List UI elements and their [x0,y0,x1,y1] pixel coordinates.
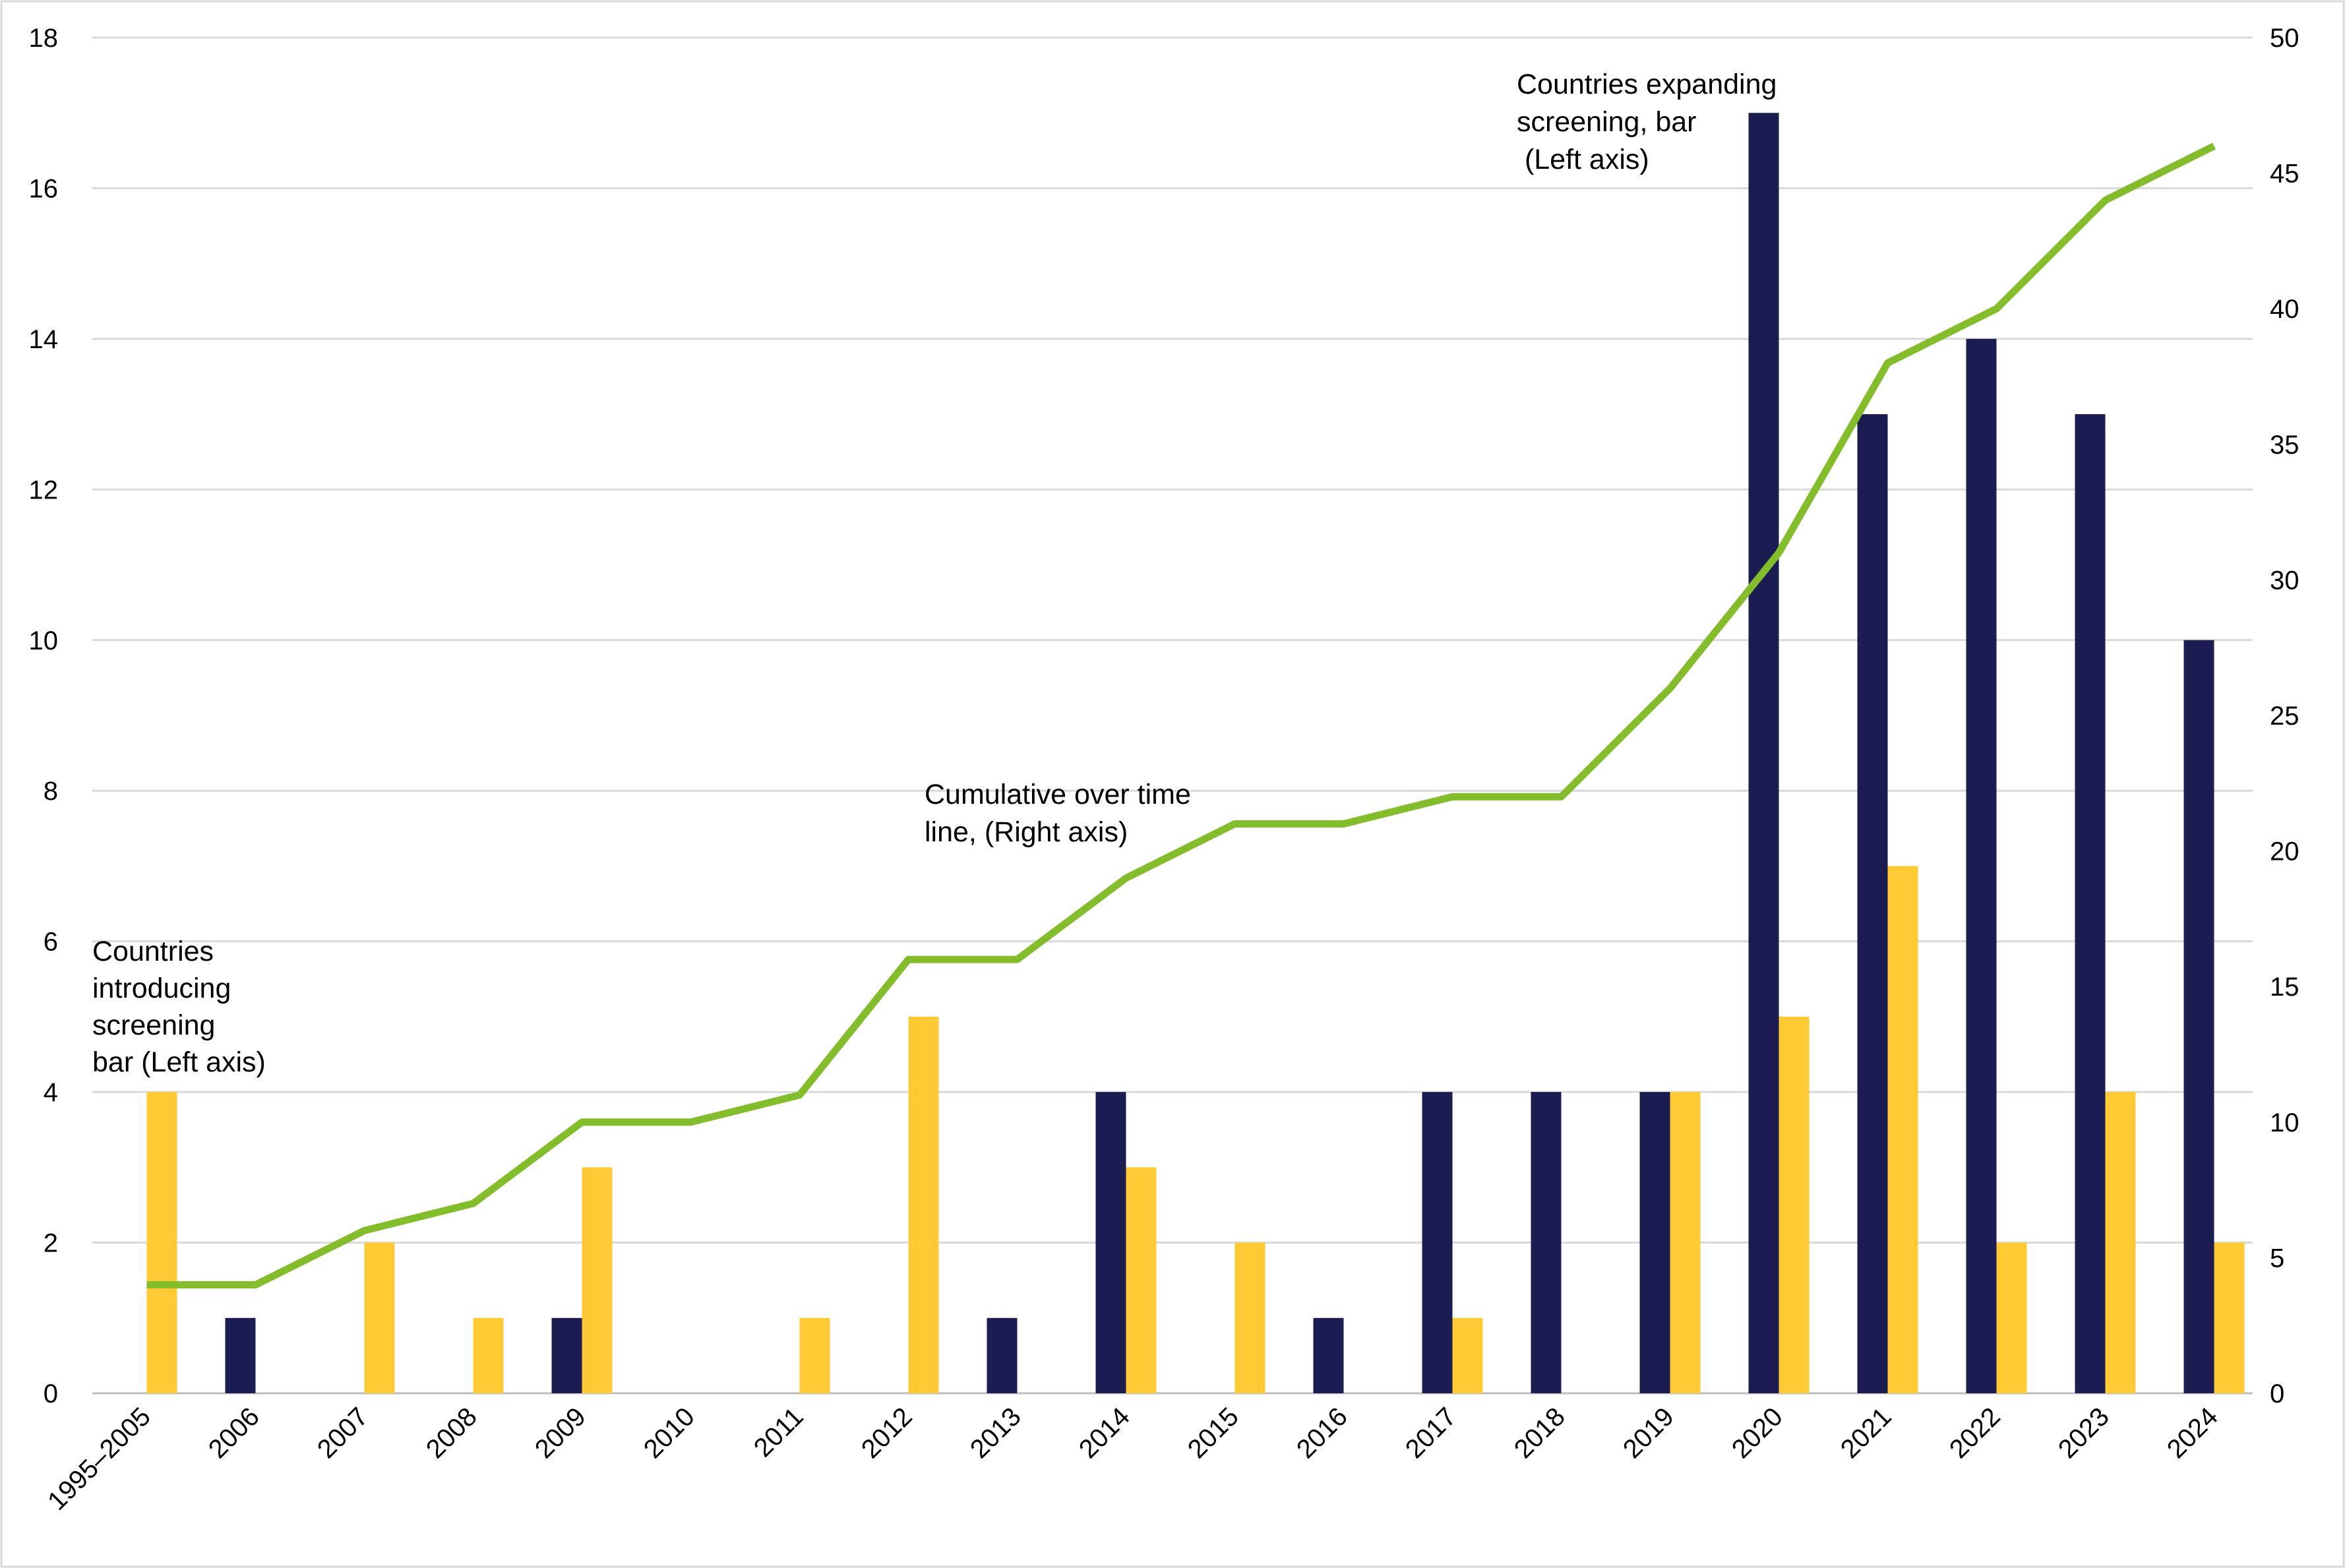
x-tick-label: 2013 [965,1402,1027,1464]
left-tick-label: 6 [44,928,58,957]
left-tick-label: 12 [29,475,59,504]
bar-yellow-2020 [1779,1016,1810,1393]
right-tick-label: 50 [2270,24,2299,53]
right-tick-label: 5 [2270,1244,2284,1273]
right-tick-label: 0 [2270,1379,2284,1408]
x-tick-label: 2012 [856,1402,918,1464]
x-tick-label: 2019 [1618,1402,1680,1464]
x-tick-label: 2023 [2053,1402,2115,1464]
x-tick-label: 2011 [748,1402,809,1462]
right-tick-label: 25 [2270,702,2299,731]
x-tick-label: 2009 [530,1402,592,1464]
bar-navy-2006 [225,1317,256,1393]
right-tick-label: 30 [2270,566,2299,595]
cumulative-line [146,142,2216,1289]
left-axis-ticks: 0 2 4 6 8 10 12 14 16 18 [29,24,59,1408]
bar-yellow-2007 [364,1242,395,1393]
right-axis-ticks: 0 5 10 15 20 25 30 35 40 45 50 [2270,24,2299,1408]
annotation-line: line, (Right axis) [925,816,1128,848]
x-tick-label: 2006 [203,1402,265,1464]
right-tick-label: 35 [2270,431,2299,460]
left-tick-label: 14 [29,325,59,354]
x-axis-ticks: 1995–2005 2006 2007 2008 2009 2010 2011 2012 201… [42,1402,2224,1516]
bar-yellow-2011 [799,1317,830,1393]
bar-navy-2017 [1422,1092,1453,1393]
annotation-line: bar (Left axis) [92,1046,266,1078]
bar-navy-2023 [2075,414,2106,1393]
x-tick-label: 2024 [2162,1402,2224,1464]
x-tick-label: 2018 [1509,1402,1571,1464]
left-tick-label: 8 [44,777,58,806]
annotation-line: screening [92,1010,215,1041]
annotation-line: (Left axis) [1517,144,1649,175]
left-tick-label: 4 [44,1078,58,1107]
annotations: Countries introducing screening bar (Left a… [92,69,1777,1078]
left-tick-label: 16 [29,174,59,203]
bar-navy-2014 [1095,1092,1126,1393]
bar-navy-2022 [1966,338,1997,1393]
bar-yellow-2008 [473,1317,504,1393]
bars [146,113,2245,1394]
x-tick-label: 2020 [1726,1402,1788,1464]
bar-navy-2024 [2183,640,2214,1393]
x-tick-label: 2016 [1291,1402,1353,1464]
annotation-line: screening, bar [1517,106,1697,138]
x-tick-label: 2015 [1182,1402,1244,1464]
annotation-line: Countries [92,936,214,967]
bar-yellow-2015 [1234,1242,1265,1393]
x-tick-label: 2021 [1835,1402,1897,1464]
bar-navy-2021 [1857,414,1888,1393]
bar-yellow-2014 [1126,1167,1157,1393]
cumulative-line-path [146,142,2216,1289]
bar-yellow-2022 [1996,1242,2027,1393]
x-tick-label: 2008 [421,1402,483,1464]
bar-yellow-1995–2005 [146,1092,177,1393]
bar-navy-2013 [987,1317,1018,1393]
bar-yellow-2019 [1670,1092,1701,1393]
annotation-line: introducing [92,973,231,1004]
x-tick-label: 2022 [1944,1402,2006,1464]
x-tick-label: 2017 [1400,1402,1462,1464]
bar-yellow-2021 [1887,866,1918,1393]
left-tick-label: 2 [44,1229,58,1258]
x-tick-label: 2007 [312,1402,374,1464]
bar-yellow-2009 [582,1167,613,1393]
bar-navy-2018 [1531,1092,1562,1393]
annotation-bar-yellow: Countries introducing screening bar (Left a… [92,936,266,1078]
annotation-line: Cumulative over time [925,779,1191,810]
x-tick-label: 2010 [638,1402,700,1464]
bar-yellow-2023 [2105,1092,2136,1393]
annotation-bar-navy: Countries expanding screening, bar (Left … [1517,69,1777,175]
bar-yellow-2012 [908,1016,939,1393]
gridlines [92,36,2253,1395]
right-tick-label: 10 [2270,1108,2299,1137]
bar-navy-2016 [1313,1317,1344,1393]
bar-yellow-2017 [1452,1317,1483,1393]
left-tick-label: 0 [44,1379,58,1408]
left-tick-label: 10 [29,626,59,655]
x-tick-label: 1995–2005 [42,1402,156,1516]
x-tick-label: 2014 [1074,1402,1136,1464]
right-tick-label: 40 [2270,295,2299,324]
right-tick-label: 15 [2270,973,2299,1002]
annotation-line: Cumulative over time line, (Right axis) [925,779,1191,848]
right-tick-label: 20 [2270,837,2299,866]
bar-navy-2009 [551,1317,582,1393]
annotation-line: Countries expanding [1517,69,1777,100]
right-tick-label: 45 [2270,160,2299,189]
bar-navy-2020 [1748,113,1779,1394]
left-tick-label: 18 [29,24,59,53]
bar-yellow-2024 [2214,1242,2245,1393]
bar-navy-2019 [1639,1092,1670,1393]
